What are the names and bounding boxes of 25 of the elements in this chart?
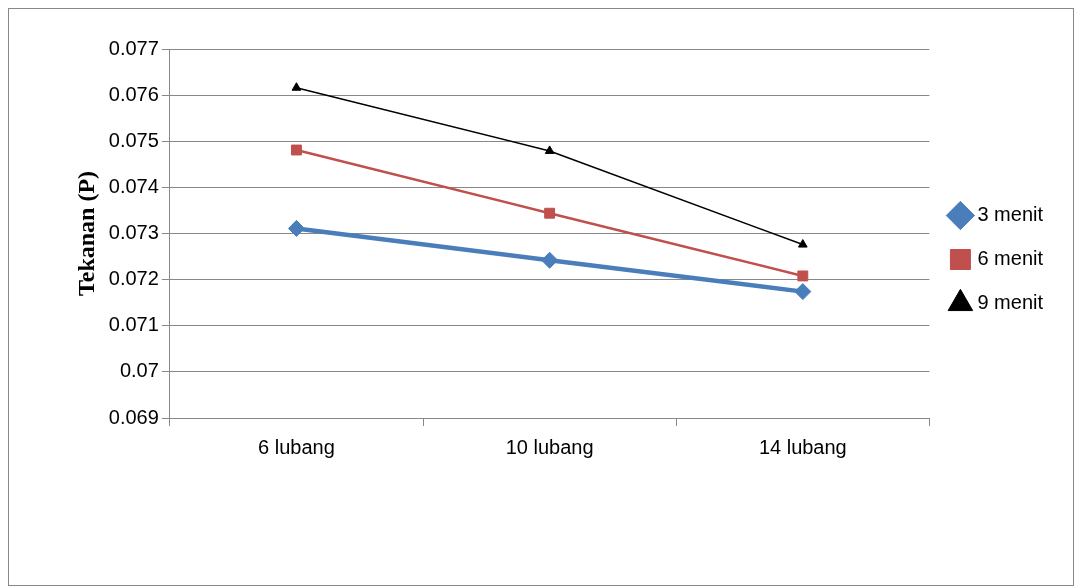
x-tick-label: 10 lubang (505, 435, 594, 458)
y-tick-label: 0.07 (119, 359, 159, 382)
y-tick-label: 0.077 (108, 36, 159, 59)
point (287, 219, 305, 237)
y-tick-label: 0.075 (108, 128, 159, 151)
legend-label: 3 menit (977, 203, 1044, 226)
y-tick-label: 0.074 (108, 174, 159, 197)
legend-label: 9 menit (977, 291, 1044, 314)
x-tick-label: 14 lubang (758, 435, 847, 458)
x-tick-label: 6 lubang (258, 435, 335, 458)
y-tick-label: 0.076 (108, 82, 159, 105)
y-tick-label: 0.072 (108, 267, 159, 290)
y-axis-title: Tekanan (P) (72, 170, 99, 297)
point (544, 207, 556, 219)
point (544, 145, 555, 154)
y-tick-label: 0.071 (108, 313, 159, 336)
point (794, 283, 812, 301)
point (291, 82, 302, 91)
y-tick-label: 0.073 (108, 221, 159, 244)
point (541, 251, 559, 269)
point (797, 270, 809, 282)
point (290, 144, 302, 156)
y-tick-label: 0.069 (108, 405, 159, 428)
legend-label: 6 menit (977, 247, 1044, 270)
point (797, 239, 808, 248)
